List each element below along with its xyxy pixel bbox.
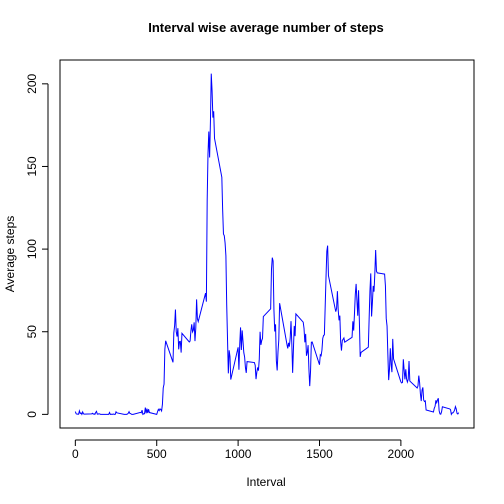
x-tick-label: 1000 [225,447,252,461]
y-tick-label: 100 [25,239,39,259]
plot-box [59,59,475,429]
y-tick-label: 50 [25,325,39,339]
y-tick-label: 150 [25,156,39,176]
y-tick-label: 0 [25,411,39,418]
chart-title: Interval wise average number of steps [148,20,384,35]
x-axis-label: Interval [246,475,285,489]
y-tick-label: 200 [25,73,39,93]
data-line [74,73,460,416]
x-tick-label: 0 [72,447,79,461]
y-axis-label: Average steps [3,216,17,293]
x-tick-label: 1500 [306,447,333,461]
x-tick-label: 2000 [388,447,415,461]
x-tick-label: 500 [147,447,167,461]
